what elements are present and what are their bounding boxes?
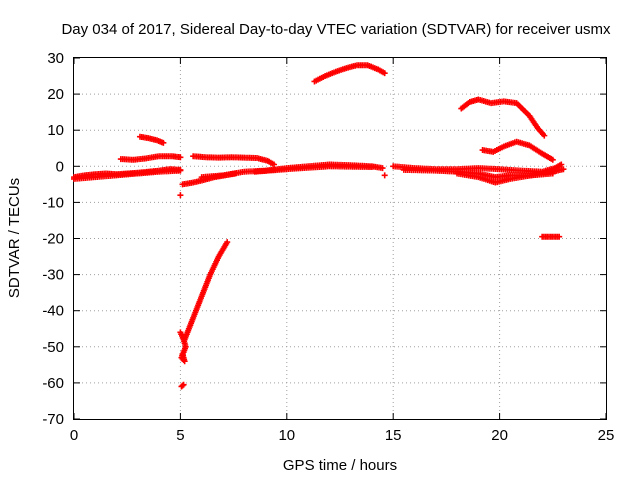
data-point (180, 381, 187, 388)
data-point (556, 233, 563, 240)
chart-title: Day 034 of 2017, Sidereal Day-to-day VTE… (61, 21, 611, 38)
series-arc-14 (381, 172, 388, 179)
y-tick-label: -60 (42, 375, 64, 392)
axis-ticks: 0 5 10 15 20 25 -70 -60 -50 -40 -30 -20 -10 0 10 20 30 (42, 50, 614, 444)
y-tick-label: 0 (56, 158, 64, 175)
series-arc-12 (177, 192, 184, 199)
y-tick-label: 10 (47, 122, 64, 139)
data-point (541, 132, 548, 139)
data-point (381, 172, 388, 179)
series-arc-18 (458, 96, 548, 139)
y-tick-label: -30 (42, 267, 64, 284)
grid-lines (74, 58, 606, 419)
data-point (381, 70, 388, 77)
series-arc-6 (190, 153, 278, 168)
plot-frame (73, 57, 607, 420)
data-point (179, 382, 186, 389)
y-tick-label: -70 (42, 411, 64, 428)
data-point (177, 192, 184, 199)
x-tick-label: 0 (70, 427, 78, 444)
y-tick-label: -40 (42, 303, 64, 320)
series-arc-11 (178, 381, 187, 390)
data-point (271, 161, 278, 168)
series-arc-2 (71, 167, 184, 182)
y-tick-label: -20 (42, 231, 64, 248)
series-arc-4 (136, 133, 167, 146)
x-tick-label: 10 (278, 427, 295, 444)
data-point (368, 164, 375, 171)
series-arc-8 (251, 163, 375, 175)
series-arc-19 (479, 138, 556, 163)
series-arc-20 (539, 233, 563, 240)
x-tick-label: 15 (385, 427, 402, 444)
x-tick-label: 5 (176, 427, 184, 444)
y-tick-label: 20 (47, 86, 64, 103)
x-tick-label: 20 (491, 427, 508, 444)
x-axis-label: GPS time / hours (283, 457, 397, 474)
y-axis-label: SDTVAR / TECUs (6, 178, 23, 298)
data-point (560, 166, 567, 173)
data-point (179, 351, 186, 358)
data-point (177, 154, 184, 161)
series-arc-9 (181, 239, 231, 343)
y-tick-label: 30 (47, 50, 64, 67)
series-arc-3 (117, 153, 184, 163)
x-tick-label: 25 (598, 427, 615, 444)
y-tick-label: -10 (42, 194, 64, 211)
data-point (224, 239, 231, 246)
data-point (549, 170, 556, 177)
series-arc-10 (177, 329, 189, 365)
y-tick-label: -50 (42, 339, 64, 356)
series-arc-17 (454, 170, 556, 186)
data-point (379, 165, 386, 172)
data-point (177, 167, 184, 174)
series-arc-13 (311, 62, 388, 85)
data-point (558, 161, 565, 168)
data-points (71, 62, 567, 390)
data-point (549, 156, 556, 163)
data-point (160, 139, 167, 146)
